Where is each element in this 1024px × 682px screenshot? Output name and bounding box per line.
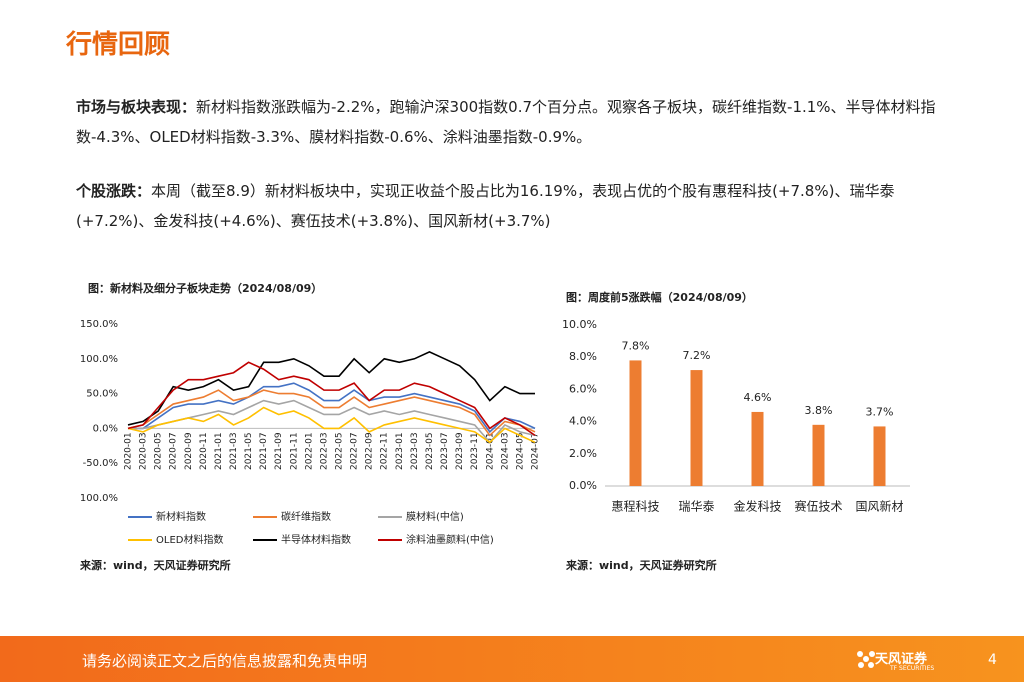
x-tick-label: 2021-11	[289, 432, 299, 470]
series-line	[127, 389, 536, 437]
x-tick-label: 2022-11	[380, 432, 390, 470]
paragraph: 市场与板块表现：新材料指数涨跌幅为-2.2%，跑输沪深300指数0.7个百分点。…	[76, 92, 956, 152]
value-label: 4.6%	[744, 391, 772, 404]
x-tick-label: 2020-09	[184, 432, 194, 470]
x-tick-label: 2023-07	[440, 432, 450, 470]
x-tick-label: 2021-05	[244, 432, 254, 470]
text: 新材料指数涨跌幅为-2.2%，跑输沪深300指数0.7个百分点。观察各子板块，碳…	[76, 98, 936, 146]
x-tick-label: 2023-09	[455, 432, 465, 470]
x-tick-label: 2023-01	[395, 432, 405, 470]
logo-icon	[857, 651, 875, 668]
value-label: 3.8%	[805, 404, 833, 417]
legend-label: 膜材料(中信)	[406, 510, 464, 523]
legend-label: 新材料指数	[156, 510, 206, 523]
legend-label: 半导体材料指数	[281, 533, 351, 546]
x-tick-label: 瑞华泰	[678, 500, 714, 514]
value-label: 7.2%	[683, 349, 711, 362]
value-label: 7.8%	[622, 339, 650, 352]
bar	[629, 360, 642, 486]
x-tick-label: 惠程科技	[611, 499, 659, 514]
x-tick-label: 2023-11	[470, 432, 480, 470]
page-number: 4	[988, 652, 997, 668]
lead: 市场与板块表现：	[76, 98, 197, 116]
x-tick-label: 2022-07	[350, 432, 360, 470]
chart-title: 图：新材料及细分子板块走势（2024/08/09）	[88, 281, 322, 295]
x-tick-label: 2020-03	[139, 432, 149, 470]
logo-sub: TF SECURITIES	[890, 665, 935, 672]
source: 来源：wind，天风证券研究所	[565, 558, 717, 572]
y-tick-label: 0.0%	[93, 423, 118, 434]
x-tick-label: 国风新材	[855, 499, 903, 514]
legend-label: 涂料油墨颜料(中信)	[406, 533, 494, 546]
page-title: 行情回顾	[66, 30, 171, 60]
value-label: 3.7%	[866, 405, 894, 418]
charts: 图：新材料及细分子板块走势（2024/08/09） 来源：wind，天风证券研究所…	[79, 281, 910, 572]
y-tick-label: 10.0%	[562, 318, 597, 331]
y-tick-label: 2.0%	[569, 447, 597, 460]
y-tick-label: 0.0%	[569, 479, 597, 492]
paragraph: 个股涨跌：本周（截至8.9）新材料板块中，实现正收益个股占比为16.19%，表现…	[76, 176, 956, 236]
y-tick-label: 50.0%	[86, 389, 118, 400]
series-line	[128, 382, 536, 434]
x-tick-label: 2021-09	[274, 432, 284, 470]
x-tick-label: 2022-01	[304, 432, 314, 470]
bar	[751, 411, 764, 486]
legend-label: 碳纤维指数	[281, 510, 331, 523]
x-tick-label: 2021-03	[229, 432, 239, 470]
series-line	[127, 406, 536, 444]
lead: 个股涨跌：	[76, 182, 152, 200]
disclaimer: 请务必阅读正文之后的信息披露和免责申明	[82, 652, 368, 670]
bar	[812, 424, 825, 486]
y-tick-label: 100.0%	[80, 354, 118, 365]
x-tick-label: 2024-01	[485, 432, 495, 470]
bar	[873, 426, 886, 486]
x-tick-label: 2021-07	[259, 432, 269, 470]
y-tick-label: 4.0%	[569, 415, 597, 428]
x-tick-label: 2024-03	[500, 432, 510, 470]
x-tick-label: 2023-05	[425, 432, 435, 470]
y-tick-label: 8.0%	[569, 350, 597, 363]
x-tick-label: 2020-01	[124, 432, 134, 470]
x-tick-label: 2024-07	[531, 432, 541, 470]
x-tick-label: 2020-05	[154, 432, 164, 470]
y-tick-label: 100.0%	[80, 493, 118, 504]
y-tick-label: 6.0%	[569, 382, 597, 395]
x-tick-label: 2024-05	[515, 432, 525, 470]
footer: 请务必阅读正文之后的信息披露和免责申明 天风证券 TF SECURITIES 4	[0, 636, 1024, 682]
legend-label: OLED材料指数	[156, 533, 223, 546]
x-tick-label: 2020-07	[169, 432, 179, 470]
x-tick-label: 2022-09	[365, 432, 375, 470]
x-tick-label: 2022-05	[335, 432, 345, 470]
series-line	[128, 399, 536, 444]
y-tick-label: 150.0%	[80, 319, 118, 330]
logo: 天风证券	[875, 652, 928, 667]
x-tick-label: 2021-01	[214, 432, 224, 470]
x-tick-label: 2023-03	[410, 432, 420, 470]
x-tick-label: 2022-03	[319, 432, 329, 470]
x-tick-label: 金发科技	[733, 499, 781, 514]
x-tick-label: 2020-11	[199, 432, 209, 470]
series-line	[127, 361, 536, 437]
chart-title: 图：周度前5涨跌幅（2024/08/09）	[566, 290, 753, 304]
bar	[690, 370, 703, 486]
series-line	[127, 350, 535, 426]
text: 本周（截至8.9）新材料板块中，实现正收益个股占比为16.19%，表现占优的个股…	[76, 182, 895, 230]
x-tick-label: 赛伍技术	[794, 499, 842, 514]
source: 来源：wind，天风证券研究所	[79, 558, 231, 572]
y-tick-label: -50.0%	[83, 458, 118, 469]
